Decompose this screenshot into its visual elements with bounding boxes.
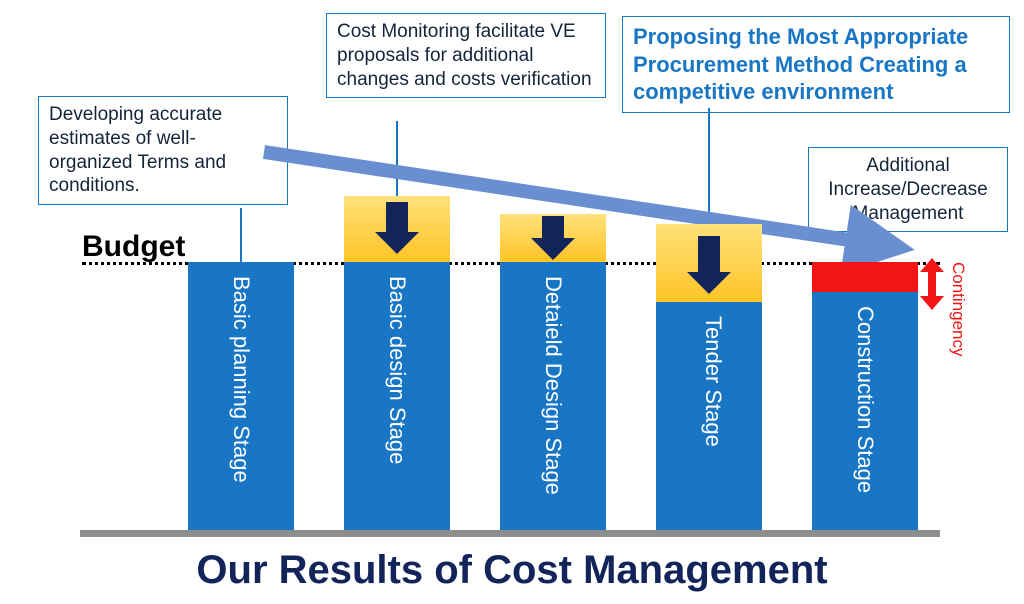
callout-monitoring: Cost Monitoring facilitate VE proposals … xyxy=(326,13,606,98)
bar-basic-design-label: Basic design Stage xyxy=(384,276,410,464)
callout-procurement-text: Proposing the Most Appropriate Procureme… xyxy=(633,24,968,104)
callout-additional-text: Additional Increase/Decrease Management xyxy=(828,155,987,224)
chart-title: Our Results of Cost Management xyxy=(0,548,1024,593)
callout-additional: Additional Increase/Decrease Management xyxy=(808,147,1008,232)
leader-estimates xyxy=(240,208,242,262)
contingency-label: Contingency xyxy=(948,262,968,357)
bar-construction-label: Construction Stage xyxy=(852,306,878,493)
bar-detailed-design-label: Detaield Design Stage xyxy=(540,276,566,495)
bar-basic-planning-label: Basic planning Stage xyxy=(228,276,254,483)
chart-baseline xyxy=(80,530,940,537)
diagram-stage: Developing accurate estimates of well-or… xyxy=(0,0,1024,604)
bar-tender-label: Tender Stage xyxy=(700,316,726,447)
bar-construction-red xyxy=(812,262,918,292)
leader-monitoring xyxy=(396,121,398,196)
contingency-arrow-down xyxy=(920,296,944,310)
budget-label: Budget xyxy=(82,230,185,264)
callout-estimates-text: Developing accurate estimates of well-or… xyxy=(49,104,226,196)
callout-monitoring-text: Cost Monitoring facilitate VE proposals … xyxy=(337,21,592,90)
contingency-arrow-shaft xyxy=(928,272,936,296)
callout-estimates: Developing accurate estimates of well-or… xyxy=(38,96,288,205)
contingency-arrow-up xyxy=(920,258,944,272)
callout-procurement: Proposing the Most Appropriate Procureme… xyxy=(622,16,1010,113)
leader-additional xyxy=(866,231,868,262)
leader-procurement xyxy=(708,108,710,224)
